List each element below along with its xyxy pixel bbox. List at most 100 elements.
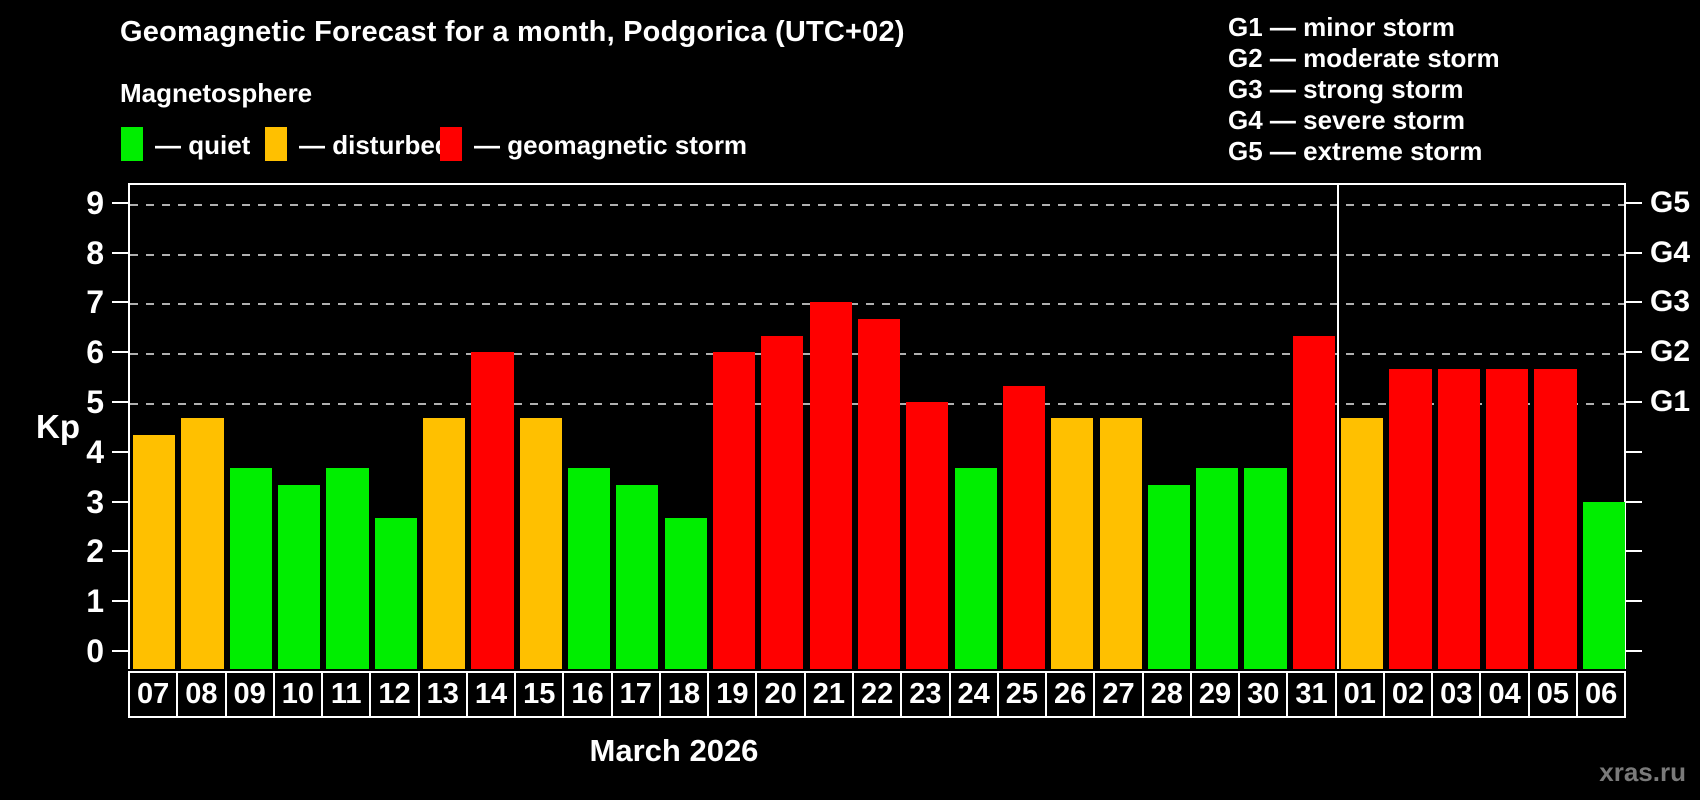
date-cell-08: 08 <box>176 671 227 718</box>
kp-bar-04 <box>1486 368 1529 669</box>
date-cell-24: 24 <box>948 671 999 718</box>
date-cell-20: 20 <box>755 671 806 718</box>
date-cell-22: 22 <box>851 671 903 718</box>
date-cell-13: 13 <box>417 671 468 718</box>
right-axis-label-g4: G4 <box>1650 235 1691 269</box>
date-cell-23: 23 <box>900 671 951 718</box>
kp-bar-23 <box>906 402 949 669</box>
gridline-kp7 <box>130 303 1624 306</box>
watermark-text: xras.ru <box>1599 757 1686 787</box>
date-cell-14: 14 <box>465 671 517 718</box>
y-tick-label: 4 <box>86 433 104 470</box>
g-scale-legend: G1 — minor storm G2 — moderate storm G3 — … <box>1228 12 1500 167</box>
right-tick <box>1626 301 1642 304</box>
right-tick <box>1626 650 1642 652</box>
storm-swatch-icon <box>440 127 462 161</box>
disturbed-swatch-icon <box>265 127 287 161</box>
date-cell-10: 10 <box>272 671 324 718</box>
date-cell-30: 30 <box>1238 671 1289 718</box>
y-tick <box>112 301 128 304</box>
g-legend-line: G1 — minor storm <box>1228 12 1455 42</box>
kp-bar-30 <box>1244 468 1287 669</box>
y-tick <box>112 650 128 652</box>
right-tick <box>1626 351 1642 354</box>
y-tick <box>112 351 128 354</box>
x-axis-date-row: 07 08 09 10 11 12 13 14 15 16 17 18 19 20 21 22 23 24 25 26… <box>128 671 1627 718</box>
g-legend-line: G3 — strong storm <box>1228 74 1464 104</box>
right-tick <box>1626 450 1642 453</box>
right-tick <box>1626 251 1642 254</box>
y-tick-label: 7 <box>86 284 104 321</box>
y-tick <box>112 201 128 204</box>
right-axis-label-g5: G5 <box>1650 185 1691 219</box>
kp-bar-01 <box>1341 418 1384 669</box>
kp-bar-28 <box>1147 485 1191 669</box>
y-tick <box>112 600 128 603</box>
date-cell-27: 27 <box>1093 671 1144 718</box>
kp-bar-18 <box>664 518 707 669</box>
kp-bar-29 <box>1196 468 1239 669</box>
gridline-kp8 <box>130 253 1624 256</box>
y-tick-label: 8 <box>86 234 104 271</box>
kp-bar-24 <box>954 468 997 669</box>
y-tick <box>112 550 128 553</box>
kp-bar-31 <box>1292 335 1335 669</box>
y-tick-label: 0 <box>86 633 104 669</box>
kp-bar-09 <box>229 468 272 669</box>
date-cell-18: 18 <box>658 671 710 718</box>
page-title: Geomagnetic Forecast for a month, Podgor… <box>120 16 905 48</box>
date-cell-15: 15 <box>514 671 565 718</box>
date-cell-16: 16 <box>562 671 613 718</box>
date-cell-28: 28 <box>1141 671 1192 718</box>
storm-legend-label: — geomagnetic storm <box>474 130 748 160</box>
kp-bar-15 <box>519 418 562 669</box>
right-axis-label-g3: G3 <box>1650 285 1691 319</box>
date-cell-29: 29 <box>1189 671 1241 718</box>
date-cell-25: 25 <box>996 671 1048 718</box>
month-separator <box>1337 185 1340 669</box>
subtitle-magnetosphere: Magnetosphere <box>120 78 313 108</box>
y-tick-label: 6 <box>86 334 104 371</box>
right-tick <box>1626 600 1642 603</box>
disturbed-legend-label: — disturbed <box>299 130 451 160</box>
kp-bar-16 <box>567 468 611 669</box>
date-cell-09: 09 <box>224 671 275 718</box>
y-tick-label: 3 <box>86 483 104 520</box>
date-cell-12: 12 <box>369 671 420 718</box>
plot-area <box>128 183 1626 669</box>
date-cell-26: 26 <box>1045 671 1096 718</box>
date-cell-02: 02 <box>1382 671 1434 718</box>
right-tick <box>1626 550 1642 553</box>
date-cell-07: 07 <box>128 671 179 718</box>
kp-bar-06 <box>1582 501 1625 669</box>
y-tick-label: 5 <box>86 384 104 420</box>
y-tick <box>112 500 128 503</box>
kp-bar-11 <box>326 468 369 669</box>
y-tick <box>112 401 128 403</box>
date-cell-01: 01 <box>1334 671 1385 718</box>
g-legend-line: G5 — extreme storm <box>1228 136 1483 166</box>
date-cell-05: 05 <box>1527 671 1578 718</box>
kp-bar-22 <box>857 318 901 669</box>
quiet-legend-label: — quiet <box>155 130 251 160</box>
right-axis-label-g1: G1 <box>1650 385 1691 418</box>
kp-bar-17 <box>616 485 659 669</box>
right-tick <box>1626 201 1642 204</box>
y-tick <box>112 251 128 254</box>
date-cell-21: 21 <box>803 671 854 718</box>
kp-bar-05 <box>1534 368 1577 669</box>
y-tick-label: 2 <box>86 533 104 570</box>
kp-bar-25 <box>1002 385 1046 669</box>
kp-bar-08 <box>181 418 224 669</box>
right-tick <box>1626 500 1642 503</box>
kp-bar-03 <box>1437 368 1480 669</box>
kp-bar-02 <box>1389 368 1432 669</box>
date-cell-03: 03 <box>1431 671 1482 718</box>
date-cell-04: 04 <box>1479 671 1530 718</box>
kp-bar-10 <box>278 485 321 669</box>
kp-bar-12 <box>374 518 417 669</box>
y-tick <box>112 450 128 453</box>
kp-bar-13 <box>422 418 466 669</box>
kp-bar-20 <box>761 335 804 669</box>
